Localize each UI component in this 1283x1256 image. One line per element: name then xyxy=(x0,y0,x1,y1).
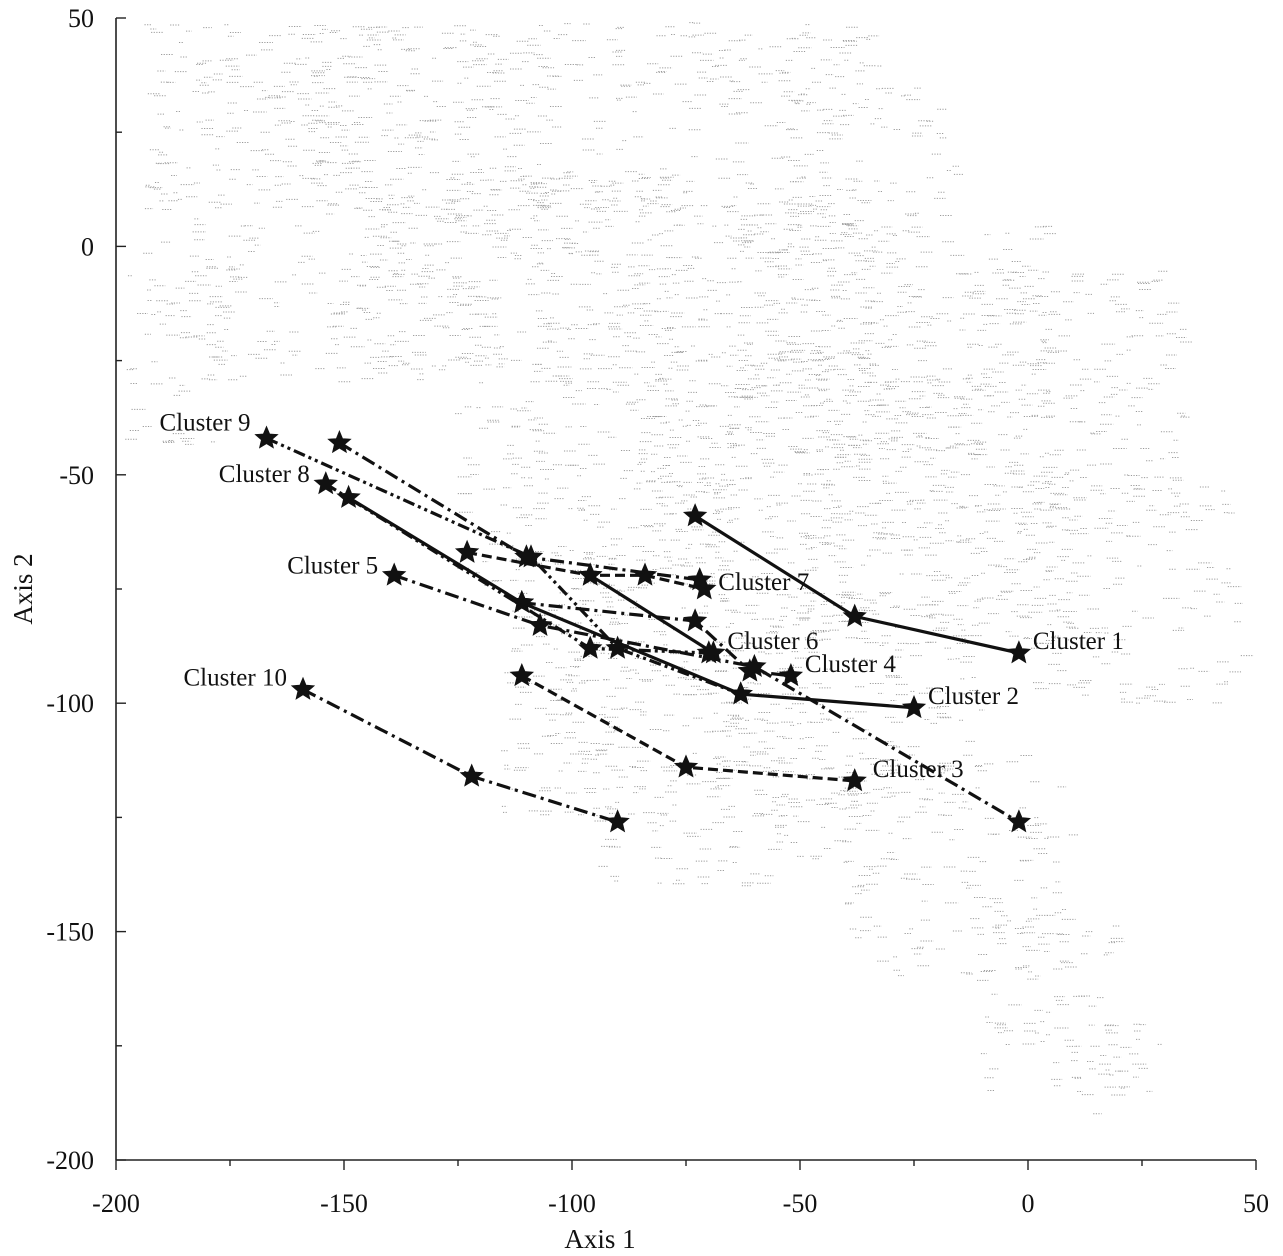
cluster-label: Cluster 2 xyxy=(928,683,1019,710)
data-point-star xyxy=(578,562,603,586)
cluster-label: Cluster 1 xyxy=(1033,628,1124,655)
cluster-label: Cluster 6 xyxy=(727,628,818,655)
data-point-star xyxy=(632,562,658,586)
cluster-series-10 xyxy=(290,676,630,833)
x-tick-label: 50 xyxy=(1243,1189,1269,1218)
data-point-star xyxy=(605,635,630,659)
data-point-star xyxy=(778,663,804,687)
tick-marks: -200 -150 -100 -50 0 50 50 0 -50 -100 -150 -200 xyxy=(46,4,1269,1218)
cluster-label: Cluster 5 xyxy=(287,552,378,579)
y-tick-label: 50 xyxy=(68,4,94,33)
data-point-star xyxy=(454,539,480,563)
background-point-cloud xyxy=(125,22,1254,1115)
axes xyxy=(115,18,1256,1161)
x-tick-label: -150 xyxy=(320,1189,368,1218)
y-tick-label: -150 xyxy=(46,918,94,947)
y-axis-title: Axis 2 xyxy=(8,553,38,624)
cluster-series-1 xyxy=(682,503,1032,664)
data-point-star xyxy=(254,425,279,449)
data-point-star xyxy=(673,754,699,778)
series-line xyxy=(393,573,1020,824)
x-tick-label: -200 xyxy=(92,1189,140,1218)
data-point-star xyxy=(742,653,767,678)
data-point-star xyxy=(842,603,867,627)
data-point-star xyxy=(313,471,338,495)
data-point-star xyxy=(1006,809,1032,833)
cluster-label: Cluster 3 xyxy=(873,756,964,783)
series-line xyxy=(589,573,715,655)
data-point-star xyxy=(687,567,712,591)
cluster-series-8 xyxy=(313,471,721,664)
series-line xyxy=(521,601,792,678)
cluster-series-3 xyxy=(509,663,867,792)
data-point-star xyxy=(381,562,407,586)
cluster-series-5 xyxy=(381,562,1032,833)
cluster-label: Cluster 4 xyxy=(805,651,896,678)
y-tick-label: -50 xyxy=(59,461,94,490)
data-point-star xyxy=(527,612,553,636)
data-point-star xyxy=(605,809,630,833)
cluster-label: Cluster 9 xyxy=(160,409,251,436)
data-point-star xyxy=(509,663,535,687)
data-point-star xyxy=(901,695,927,719)
data-point-star xyxy=(514,544,539,568)
cluster-series-7 xyxy=(454,539,717,600)
y-tick-label: 0 xyxy=(81,232,94,261)
data-point-star xyxy=(842,768,867,792)
data-point-star xyxy=(728,681,753,705)
cluster-label: Cluster 8 xyxy=(219,461,310,488)
cluster-label: Cluster 7 xyxy=(718,569,809,596)
data-point-star xyxy=(459,763,484,787)
data-point-star xyxy=(327,430,352,454)
cluster-series xyxy=(254,425,1032,833)
data-point-star xyxy=(290,676,316,700)
cluster-series-11 xyxy=(327,430,712,591)
y-tick-label: -200 xyxy=(46,1146,94,1175)
series-line xyxy=(302,688,619,824)
data-point-star xyxy=(682,503,708,527)
y-tick-label: -100 xyxy=(46,689,94,718)
x-tick-label: -50 xyxy=(783,1189,818,1218)
x-axis-title: Axis 1 xyxy=(564,1224,635,1254)
data-point-star xyxy=(696,640,721,664)
cluster-label: Cluster 10 xyxy=(183,664,286,691)
data-point-star xyxy=(1006,640,1032,664)
x-tick-label: 0 xyxy=(1022,1189,1035,1218)
series-line xyxy=(265,436,742,696)
data-point-star xyxy=(682,608,708,632)
x-tick-label: -100 xyxy=(548,1189,596,1218)
data-point-star xyxy=(578,635,603,659)
